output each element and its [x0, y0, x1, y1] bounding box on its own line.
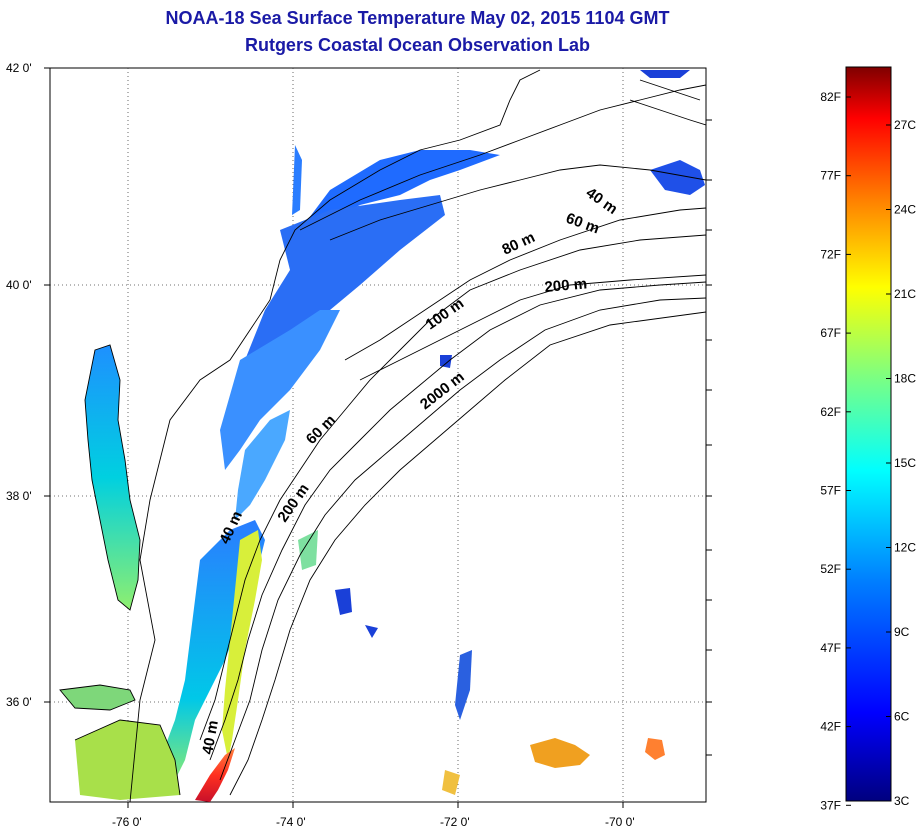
- colorbar-f-label: 47F: [820, 641, 841, 655]
- colorbar-f-label: 67F: [820, 326, 841, 340]
- lon-label: -70 0': [605, 815, 635, 829]
- frame-ticks: [44, 67, 712, 808]
- lat-label: 42 0': [6, 61, 32, 75]
- colorbar-f-label: 52F: [820, 562, 841, 576]
- colorbar-f-label: 62F: [820, 405, 841, 419]
- colorbar-f-label: 42F: [820, 720, 841, 734]
- map-subtitle: Rutgers Coastal Ocean Observation Lab: [244, 35, 591, 55]
- lon-label: -76 0': [112, 815, 142, 829]
- colorbar-f-label: 77F: [820, 169, 841, 183]
- sst-field: [60, 70, 705, 802]
- colorbar-c-label: 24C: [894, 203, 916, 217]
- depth-label: 40 m: [199, 719, 222, 756]
- lon-label: -72 0': [440, 815, 470, 829]
- colorbar-c-label: 9C: [894, 625, 910, 639]
- colorbar: 82F 77F 72F 67F 62F 57F 52F 47F 42F 37F 27C 24C 21C…: [820, 66, 916, 812]
- map-title: NOAA-18 Sea Surface Temperature May 02, …: [165, 8, 670, 28]
- colorbar-c-label: 21C: [894, 287, 916, 301]
- colorbar-c-label: 18C: [894, 372, 916, 386]
- lon-label: -74 0': [276, 815, 306, 829]
- colorbar-f-label: 72F: [820, 247, 841, 261]
- colorbar-c-label: 12C: [894, 541, 916, 555]
- lat-label: 38 0': [6, 489, 32, 503]
- colorbar-c-label: 15C: [894, 456, 916, 470]
- colorbar-c-label: 27C: [894, 118, 916, 132]
- colorbar-c-label: 6C: [894, 710, 910, 724]
- colorbar-c-label: 3C: [894, 794, 910, 808]
- colorbar-gradient: [845, 66, 892, 802]
- colorbar-f-label: 57F: [820, 484, 841, 498]
- graticule: [50, 68, 706, 802]
- depth-label: 200 m: [544, 275, 588, 296]
- lat-label: 40 0': [6, 278, 32, 292]
- lat-label: 36 0': [6, 695, 32, 709]
- coastline-and-contours: [59, 69, 706, 802]
- colorbar-f-label: 37F: [820, 798, 841, 812]
- colorbar-f-label: 82F: [820, 90, 841, 104]
